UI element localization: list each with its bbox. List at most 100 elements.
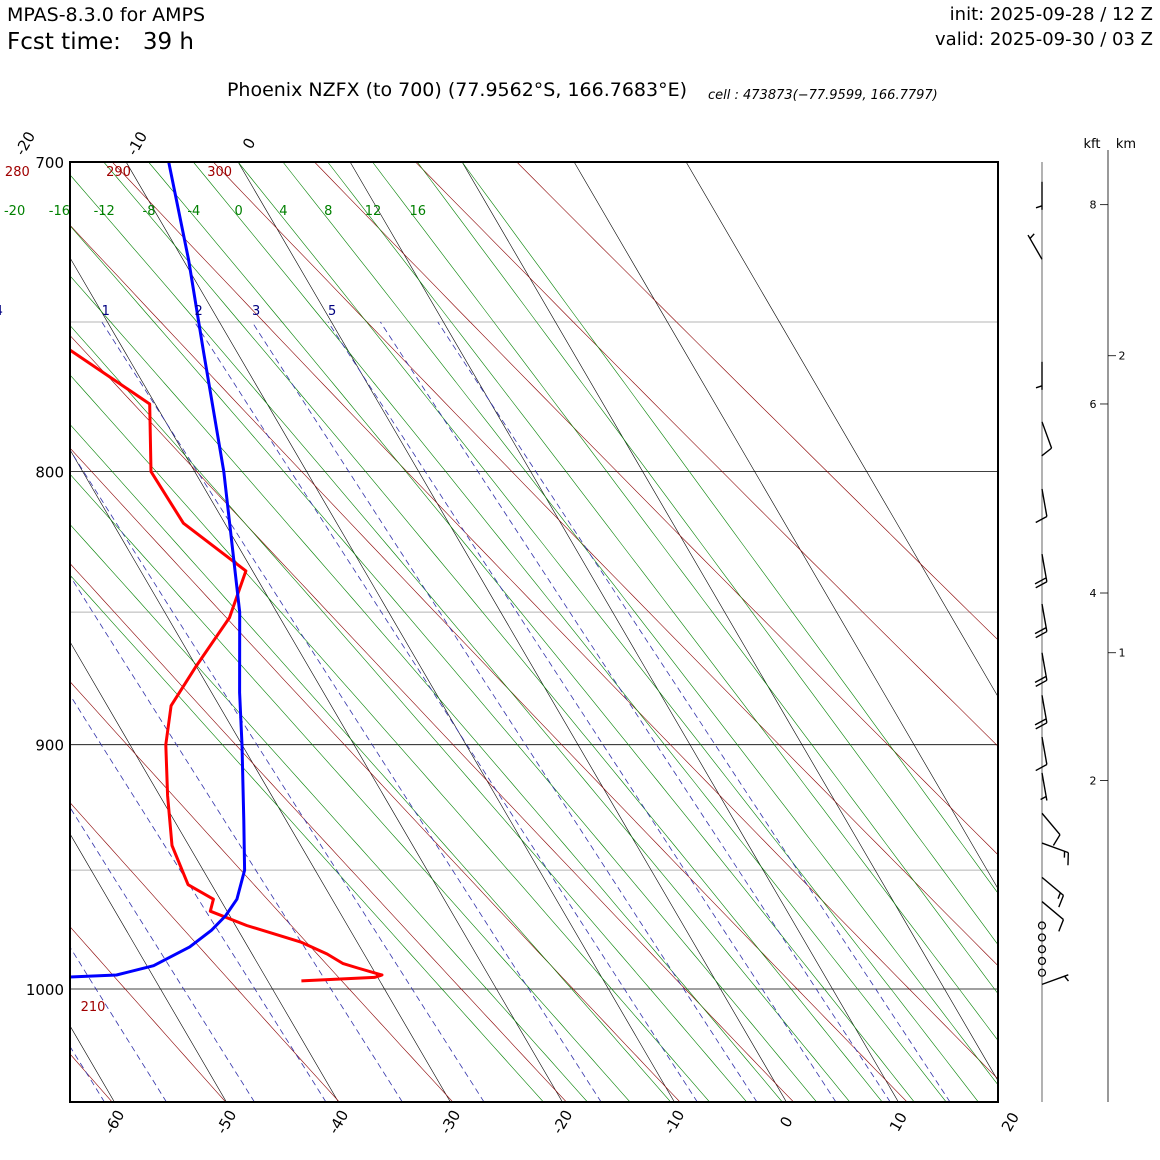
moist-adiabat-label: 4 <box>279 204 287 219</box>
wind-barb-feather <box>1029 233 1035 239</box>
mixing-ratio-line <box>327 321 837 1102</box>
temperature-tick-label: 0 <box>776 1113 796 1130</box>
temperature-tick-label: -40 <box>324 1107 352 1137</box>
pressure-tick-label: 900 <box>35 737 64 755</box>
dry-adiabat-line <box>70 802 340 1102</box>
wind-barb <box>1041 974 1070 986</box>
moist-adiabat-line <box>70 325 748 1102</box>
kft-tick-label: 8 <box>1090 199 1097 212</box>
dry-adiabat-line <box>70 1053 113 1102</box>
moist-adiabat-label: -16 <box>49 204 70 219</box>
wind-barb <box>1035 181 1043 210</box>
wind-barb-feather <box>1034 626 1047 635</box>
isotherm-line <box>237 162 787 1102</box>
wind-barb <box>1041 842 1070 866</box>
model-label: MPAS-8.3.0 for AMPS <box>7 4 206 26</box>
mixing-ratio-line <box>70 694 327 1102</box>
wind-barb-staff <box>1041 812 1061 836</box>
mixing-ratio-line <box>380 321 891 1102</box>
valid-time: valid: 2025-09-30 / 03 Z <box>935 29 1153 50</box>
temperature-tick-label: -10 <box>123 128 151 158</box>
moist-adiabat-label: 12 <box>365 204 382 219</box>
wind-barb-staff <box>1041 901 1064 921</box>
dry-adiabat-label: 210 <box>81 1000 106 1015</box>
dry-adiabat-label: 300 <box>207 165 232 180</box>
kft-tick-label: 4 <box>1090 587 1097 600</box>
km-tick-label: 1 <box>1119 647 1126 660</box>
wind-barb-feather <box>1040 795 1047 801</box>
pressure-tick-label: 700 <box>35 154 64 172</box>
dry-adiabat-line <box>70 681 454 1102</box>
isotherm-line <box>70 641 339 1102</box>
isotherm-line <box>461 162 998 1082</box>
wind-barb-feather <box>1035 630 1048 639</box>
calm-wind-circle <box>1037 945 1047 954</box>
moist-adiabat-line <box>148 162 915 1102</box>
wind-barb <box>1040 772 1048 801</box>
mixing-ratio-line <box>437 321 951 1102</box>
isotherm-line <box>70 1025 115 1102</box>
isotherm-line <box>70 257 563 1102</box>
wind-barb-staff <box>1041 421 1053 449</box>
calm-wind-circle <box>1037 921 1047 930</box>
plot-area: 7008009001000220230240250260270280290300… <box>0 128 1023 1137</box>
wind-barb <box>1035 488 1048 524</box>
wind-barb-feather <box>1064 975 1070 982</box>
moist-adiabat-line <box>70 574 544 1102</box>
moist-adiabat-line <box>70 523 588 1102</box>
dry-adiabat-line <box>111 162 998 1080</box>
moist-adiabat-line <box>461 162 998 894</box>
wind-barb-feather <box>1058 895 1065 908</box>
forecast-time: Fcst time: 39 h <box>7 29 194 55</box>
wind-barb-feather <box>1058 919 1065 932</box>
mixing-ratio-label: 1 <box>102 304 110 319</box>
wind-barb-feather <box>1057 892 1062 899</box>
wind-barbs <box>1027 162 1070 1102</box>
wind-barb-feather <box>1034 577 1047 585</box>
kft-label: kft <box>1084 137 1101 152</box>
mixing-ratio-line <box>70 946 167 1102</box>
temperature-tick-label: -50 <box>212 1107 240 1137</box>
mixing-ratio-label: 0.4 <box>0 304 3 319</box>
moist-adiabat-line <box>70 174 851 1102</box>
temperature-tick-label: 0 <box>239 135 259 152</box>
moist-adiabat-label: -8 <box>143 204 156 219</box>
wind-barb <box>1034 695 1048 730</box>
moist-adiabat-label: 8 <box>324 204 332 219</box>
calm-wind-circle <box>1037 933 1047 942</box>
wind-barb-staff <box>1041 876 1064 896</box>
isotherm-line <box>125 162 675 1102</box>
moist-adiabat-line <box>103 162 883 1102</box>
moist-adiabat-line <box>70 275 783 1102</box>
dry-adiabat-line <box>415 162 998 747</box>
moist-adiabat-line <box>372 162 998 995</box>
mixing-ratio-line <box>251 321 758 1102</box>
temperature-profile-line <box>70 348 384 983</box>
wind-barb-staff <box>1027 234 1043 260</box>
dry-adiabat-line <box>70 447 681 1102</box>
temperature-tick-label: -10 <box>660 1107 688 1137</box>
wind-barb-staff <box>1041 488 1048 517</box>
moist-adiabat-line <box>70 473 631 1102</box>
plot-lines <box>70 162 998 1102</box>
moist-adiabat-line <box>70 423 672 1102</box>
calm-wind-circle <box>1037 956 1047 966</box>
wind-barb <box>1041 901 1065 932</box>
wind-barb-feather <box>1035 763 1048 772</box>
dry-adiabat-line <box>516 162 998 641</box>
wind-barb-feather <box>1041 447 1053 457</box>
moist-adiabat-line <box>70 374 710 1102</box>
temperature-tick-label: 20 <box>998 1109 1023 1135</box>
plot-frame <box>69 161 999 1103</box>
wind-barb <box>1035 736 1048 772</box>
isotherm-line <box>70 449 451 1102</box>
moist-adiabat-line <box>237 162 979 1102</box>
km-tick-label: 2 <box>1119 350 1126 363</box>
wind-barb <box>1035 361 1043 390</box>
moist-adiabat-label: 16 <box>410 204 427 219</box>
moist-adiabat-line <box>193 162 947 1102</box>
moist-adiabat-label: -20 <box>4 204 25 219</box>
wind-barb <box>1027 233 1043 260</box>
kft-tick-label: 2 <box>1090 774 1097 787</box>
moist-adiabat-label: 0 <box>234 204 242 219</box>
